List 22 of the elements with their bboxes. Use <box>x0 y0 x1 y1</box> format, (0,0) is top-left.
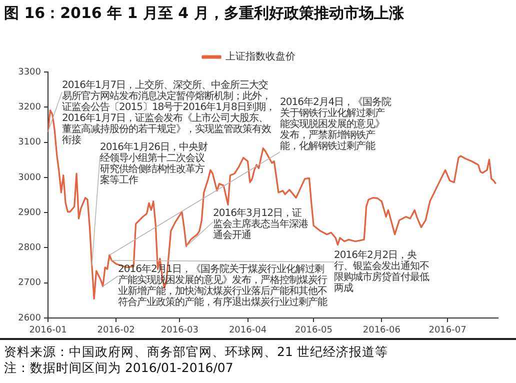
y-tick-label: 3100 <box>18 138 42 148</box>
x-tick-label: 2016-05 <box>294 326 332 336</box>
y-tick-label: 2600 <box>18 313 42 324</box>
chart-title: 图 16：2016 年 1 月至 4 月，多重利好政策推动市场上涨 <box>4 4 404 23</box>
x-tick-label: 2016-07 <box>428 326 466 336</box>
annotation: 2016年2月2日，央行、银监会发出通知不限购城市房贷首付最低两成 <box>334 250 430 294</box>
annotation: 2016年2月4日，《国务院关于钢铁行业化解过剩产能实现脱困发展的意见》发布，严禁新增钢铁产能，化解钢铁过剩产能 <box>280 97 392 152</box>
x-tick-label: 2016-03 <box>160 326 199 336</box>
y-tick-label: 2800 <box>18 243 42 254</box>
y-tick-label: 3000 <box>18 172 42 183</box>
x-tick-label: 2016-04 <box>228 326 267 336</box>
x-tick-label: 2016-02 <box>97 326 135 336</box>
annotation: 2016年3月12日，证监会主席表态当年深港通会开通 <box>213 208 308 241</box>
text: 资料来源：中国政府网、商务部官网、环球网、21 世纪经济报道等 <box>3 344 389 360</box>
text: 注：数据时间区间为 2016/01-2016/07 <box>3 360 234 376</box>
y-tick-label: 2900 <box>18 208 42 218</box>
y-tick-label: 3200 <box>18 102 42 112</box>
x-tick-label: 2016-01 <box>29 326 67 336</box>
x-tick-label: 2016-06 <box>362 326 401 336</box>
y-tick-label: 2700 <box>18 278 42 288</box>
legend-label: 上证指数收盘价 <box>226 50 296 63</box>
y-tick-label: 3300 <box>18 67 42 78</box>
